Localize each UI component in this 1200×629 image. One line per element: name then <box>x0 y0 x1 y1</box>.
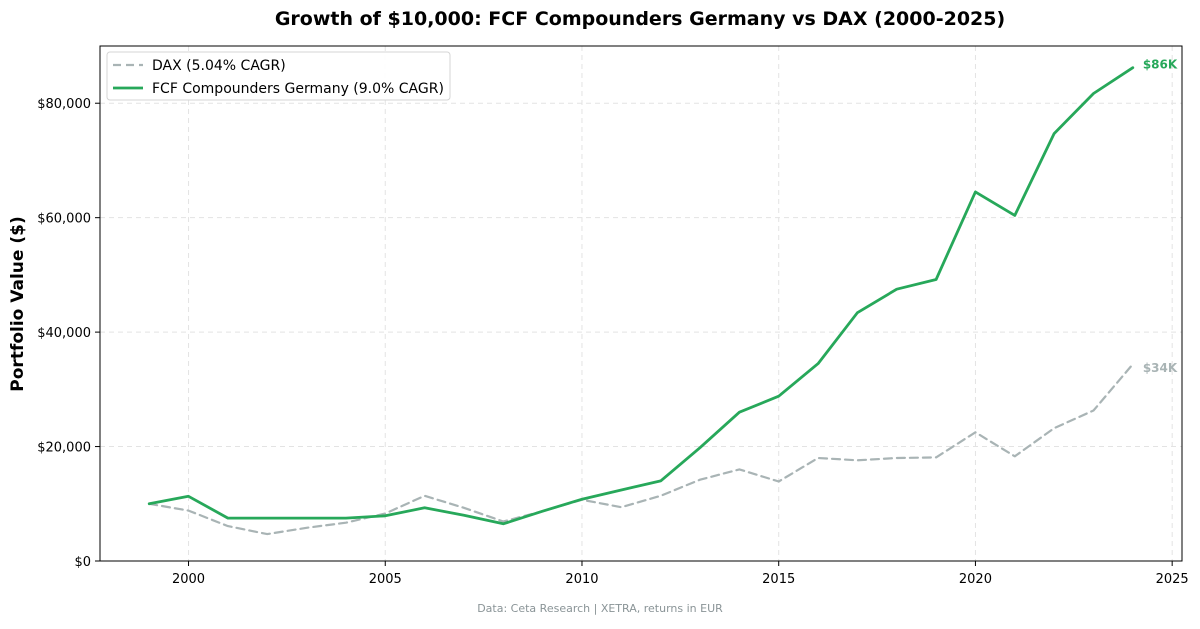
y-axis-label: Portfolio Value ($) <box>8 216 28 391</box>
y-tick-label: $60,000 <box>37 212 91 227</box>
x-tick-label: 2010 <box>565 572 598 587</box>
x-tick-label: 2000 <box>172 572 205 587</box>
legend-label-1: DAX (5.04% CAGR) <box>152 58 286 74</box>
axes: 2000 2005 2010 2015 2020 2025 $0 $20,000 $40,000… <box>37 97 1188 587</box>
y-tick-label: $20,000 <box>37 441 91 456</box>
x-tick-label: 2005 <box>369 572 402 587</box>
legend-box <box>106 51 451 101</box>
x-tick-label: 2015 <box>762 572 795 587</box>
end-value-label-1: $34K <box>1143 361 1178 375</box>
y-tick-label: $80,000 <box>37 97 91 112</box>
x-tick-label: 2020 <box>959 572 992 587</box>
legend-label-2: FCF Compounders Germany (9.0% CAGR) <box>152 81 444 97</box>
legend: DAX (5.04% CAGR) FCF Compounders Germany … <box>106 51 451 101</box>
chart-footnote: Data: Ceta Research | XETRA, returns in … <box>477 602 723 615</box>
end-labels: $34K $86K <box>1143 58 1178 375</box>
series-lines <box>147 66 1135 536</box>
end-value-label-2: $86K <box>1143 58 1178 72</box>
grid-lines <box>100 46 1182 561</box>
y-tick-label: $0 <box>74 555 91 570</box>
series-line-1 <box>148 363 1134 536</box>
plot-area-frame <box>99 45 1183 562</box>
series-line-2 <box>147 66 1135 526</box>
x-tick-label: 2025 <box>1156 572 1189 587</box>
y-tick-label: $40,000 <box>37 326 91 341</box>
chart-title: Growth of $10,000: FCF Compounders Germa… <box>275 8 1005 30</box>
